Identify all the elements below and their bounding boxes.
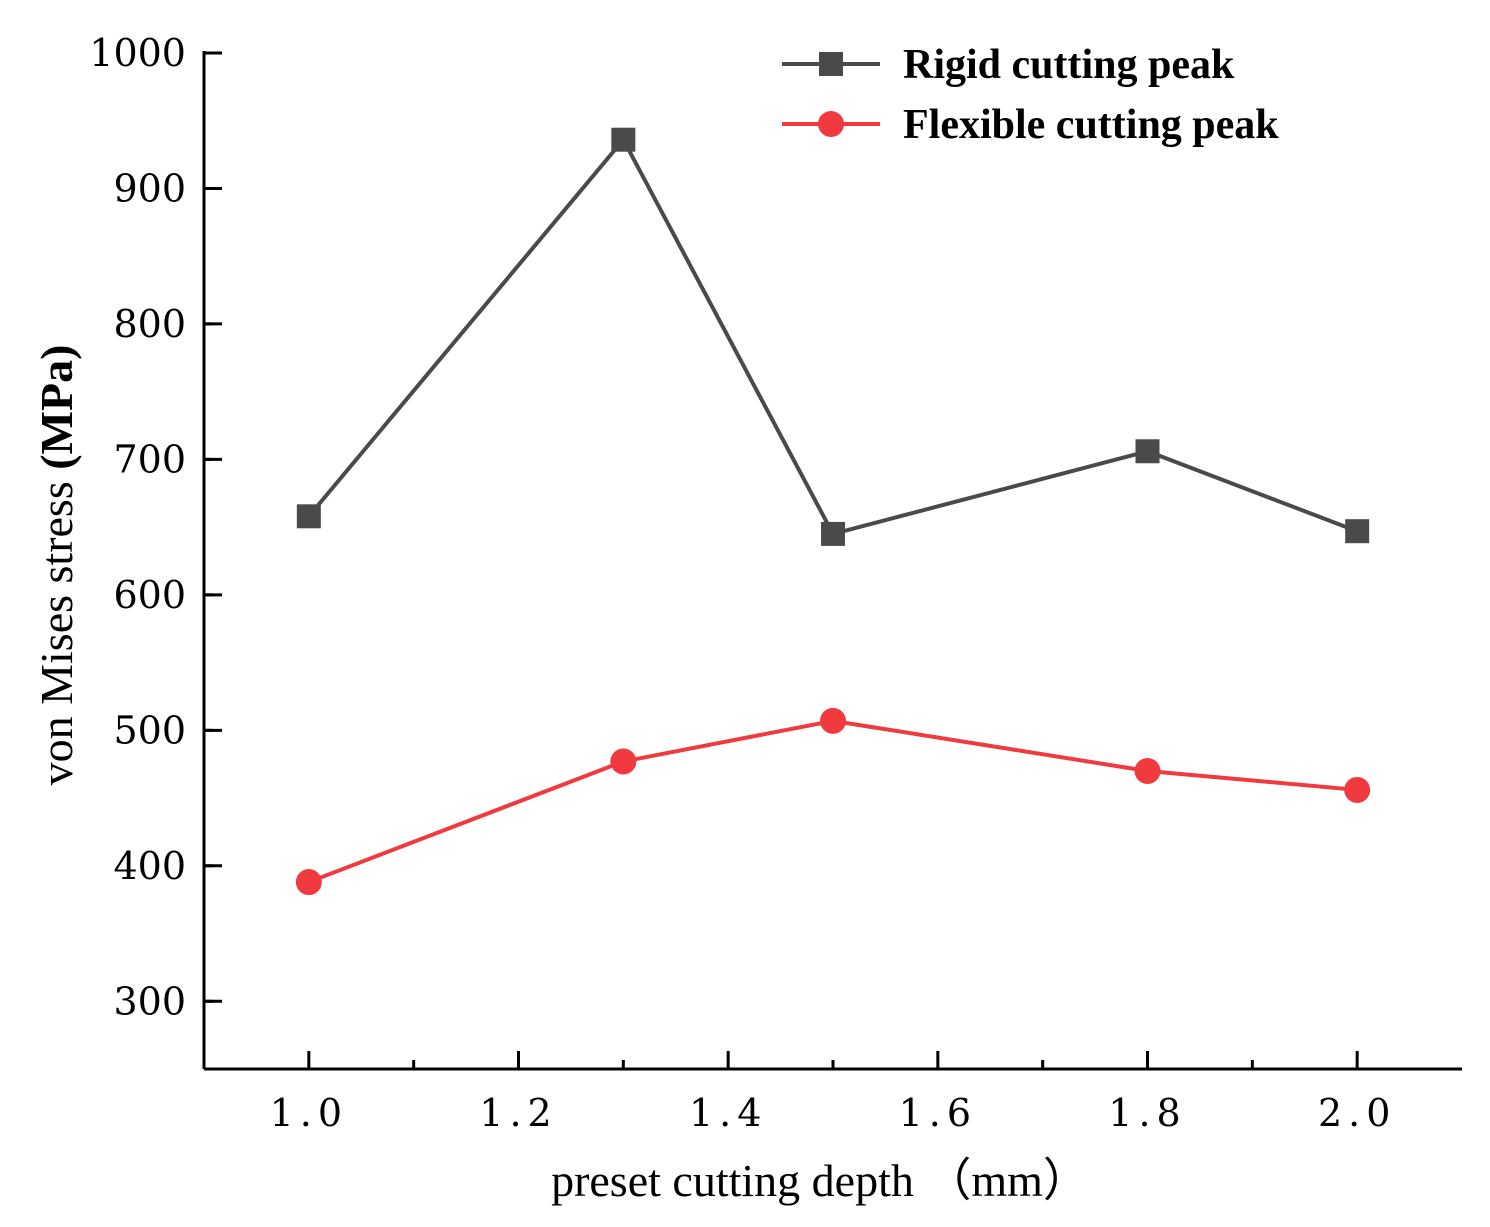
legend-marker-square [819,52,843,76]
flexible-point [1344,776,1371,803]
x-tick-label: 1.8 [1108,1091,1186,1135]
rigid-point [296,504,321,529]
flexible-point [610,748,637,775]
series-line-0 [307,136,1358,537]
series-layer [295,127,1371,896]
flexible-point [820,707,846,734]
x-tick-label: 1.2 [479,1091,557,1135]
legend: Rigid cutting peak Flexible cutting peak [782,42,1279,148]
rigid-point [1345,519,1370,544]
y-tick-label: 1000 [89,31,186,75]
rigid-point [1135,439,1160,464]
flexible-point [295,869,322,896]
y-tick-label: 600 [113,573,186,617]
y-axis-title-unit: (MPa) [31,345,82,470]
y-tick-label: 300 [113,979,186,1023]
y-tick-label: 900 [113,166,186,210]
y-axis-title: von Mises stress (MPa) [31,345,82,786]
legend-label-0: Rigid cutting peak [903,42,1235,88]
legend-marker-circle [818,111,844,137]
x-axis-title: preset cutting depth （mm） [551,1155,1089,1206]
y-tick-label: 800 [113,302,186,346]
flexible-point [1134,757,1161,784]
x-tick-label: 1.4 [689,1091,767,1135]
y-axis-title-main: von Mises stress [31,470,82,786]
y-tick-label: 500 [113,708,186,752]
x-tick-label: 2.0 [1318,1091,1396,1135]
rigid-point [611,127,636,152]
y-tick-label: 400 [113,844,186,888]
rigid-point [821,521,845,546]
y-tick-label: 700 [113,437,186,481]
axes: 300 400 500 600 700 800 900 1000 1.0 1.2 1.4 1.6 1.8… [89,31,1462,1135]
legend-label-1: Flexible cutting peak [903,102,1279,148]
series-line-1 [308,718,1358,884]
x-tick-label: 1.0 [270,1091,348,1135]
x-tick-label: 1.6 [899,1091,977,1135]
